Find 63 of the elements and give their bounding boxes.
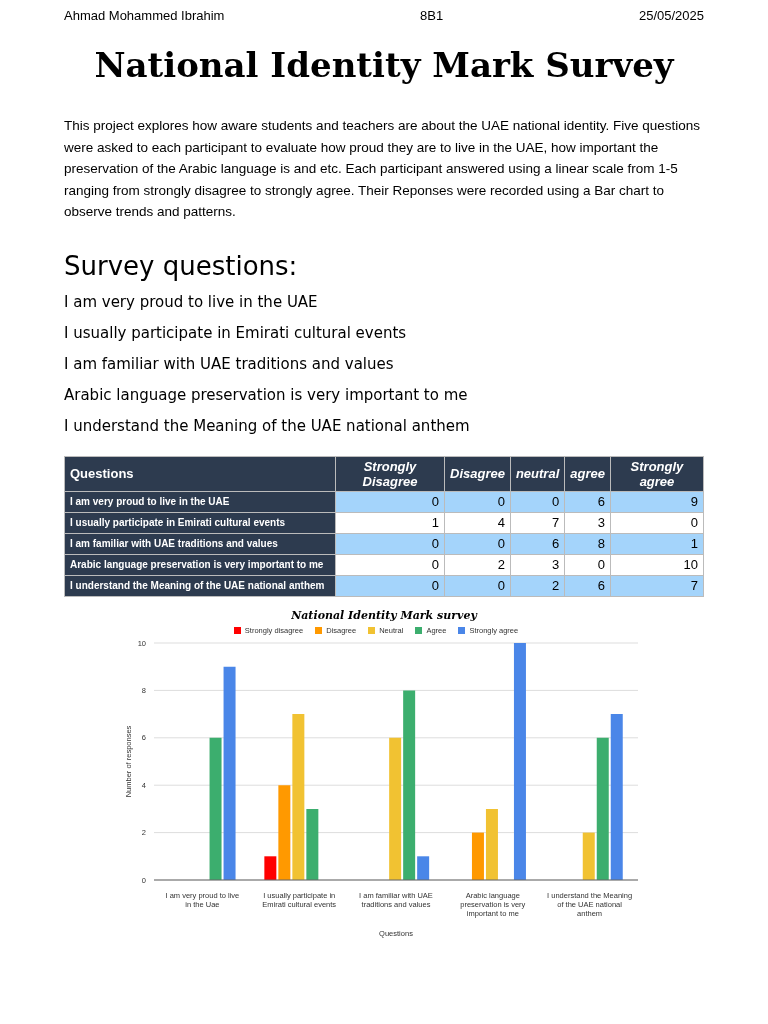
text: I usually participate in Emirati cultural events <box>64 322 408 344</box>
text: 4 <box>444 512 511 533</box>
text: 3 <box>564 512 611 533</box>
text: I understand the Meaning of the UAE national anthem <box>64 415 471 437</box>
bar <box>264 855 277 880</box>
text: 6 <box>510 533 565 554</box>
text: 1 <box>610 533 704 554</box>
text: Ahmad Mohammed Ibrahim <box>64 8 225 23</box>
text: 1 <box>335 512 445 533</box>
text: 6 <box>564 575 611 596</box>
text: 25/05/2025 <box>638 8 704 23</box>
text: 0 <box>335 554 445 575</box>
bar <box>209 737 222 880</box>
text: 9 <box>610 491 704 512</box>
text: 7 <box>510 512 565 533</box>
text: Disagree <box>444 456 511 491</box>
bar <box>417 855 430 880</box>
text: National Identity Mark Survey <box>93 45 676 85</box>
text: This project explores how aware students and teachers are about the UAE national identity. Five questions were asked to each participant to evaluate how proud they are to live in the UAE, how important the preservation of the Arabic language is and etc. Each participant answered using a linear scale from 1-5 ranging from strongly disagree to strongly agree. Their Reponses were recorded using a Bar chart to observe trends and patterns. <box>64 117 702 221</box>
text: 2 <box>510 575 565 596</box>
bar <box>610 713 623 880</box>
text: neutral <box>510 456 565 491</box>
text: 0 <box>610 512 704 533</box>
bar <box>278 784 291 880</box>
text: Strongly Disagree <box>335 456 445 491</box>
text: I am familiar with UAE traditions and values <box>64 533 336 554</box>
text: Strongly agree <box>610 456 704 491</box>
text: Questions <box>64 456 336 491</box>
bar <box>582 832 595 880</box>
bar <box>596 737 609 880</box>
text: 8 <box>564 533 611 554</box>
text: 10 <box>610 554 704 575</box>
text: 2 <box>444 554 511 575</box>
text: Survey questions: <box>64 250 299 281</box>
text: I am very proud to live in the UAE <box>64 291 319 313</box>
bar <box>403 689 416 880</box>
text: agree <box>564 456 611 491</box>
text: Arabic language preservation is very important to me <box>64 554 336 575</box>
text: I am very proud to live in the UAE <box>64 491 336 512</box>
text: 0 <box>335 491 445 512</box>
text: I usually participate in Emirati cultural events <box>64 512 336 533</box>
bar <box>306 808 319 880</box>
text: 7 <box>610 575 704 596</box>
text: 8B1 <box>420 8 444 23</box>
text: I understand the Meaning of the UAE national anthem <box>64 575 336 596</box>
bar <box>471 832 484 880</box>
bar <box>292 713 305 880</box>
bar <box>513 642 526 880</box>
text: 0 <box>335 575 445 596</box>
chart-title: National Identity Mark survey <box>290 608 479 622</box>
text: 0 <box>444 575 511 596</box>
text: 0 <box>444 491 511 512</box>
text: I am familiar with UAE traditions and values <box>64 353 395 375</box>
text: 0 <box>564 554 611 575</box>
bar <box>223 666 236 880</box>
bar <box>485 808 498 880</box>
text: 6 <box>564 491 611 512</box>
text: 0 <box>444 533 511 554</box>
text: 0 <box>510 491 565 512</box>
bar <box>389 737 402 880</box>
text: 0 <box>335 533 445 554</box>
text: 3 <box>510 554 565 575</box>
text: Arabic language preservation is very important to me <box>64 384 469 406</box>
